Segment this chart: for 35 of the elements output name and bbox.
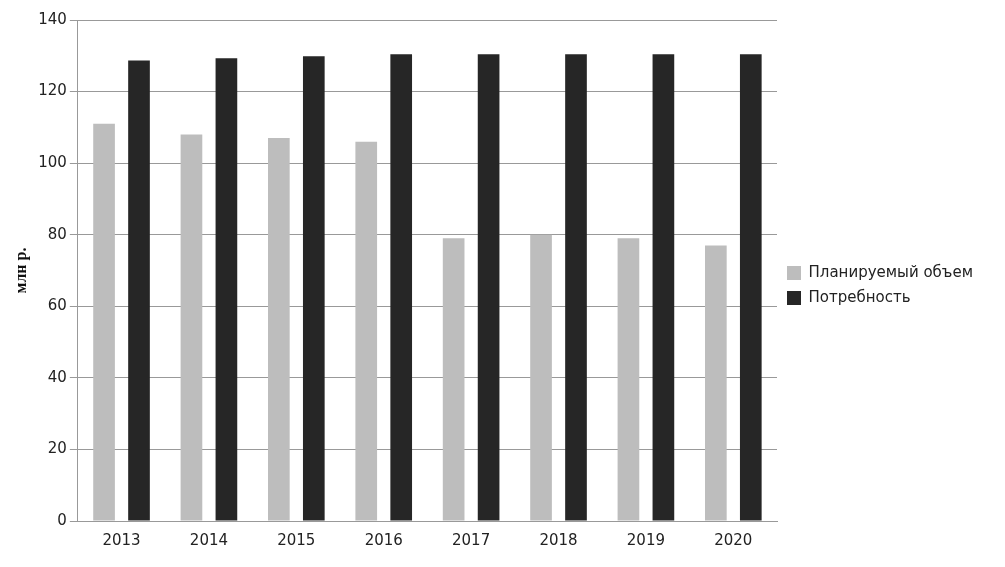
y-tick-label: 0 (57, 510, 67, 529)
x-tick-label: 2013 (102, 530, 141, 549)
bar (268, 138, 290, 521)
bar (652, 54, 675, 521)
bar (705, 245, 727, 521)
legend-label: Планируемый объем (808, 262, 974, 281)
y-tick-label: 20 (47, 439, 67, 458)
bar (477, 54, 500, 521)
bar (302, 56, 325, 521)
bar (442, 238, 465, 521)
bar (739, 54, 762, 521)
bar (565, 54, 587, 521)
y-tick-label: 40 (47, 367, 67, 386)
x-tick-label: 2016 (364, 530, 403, 549)
x-tick-label: 2017 (452, 530, 491, 549)
bar (180, 134, 203, 521)
legend-label: Потребность (808, 287, 911, 306)
bar (530, 234, 552, 521)
bar (215, 58, 238, 521)
bar (390, 54, 413, 521)
bar (128, 60, 150, 521)
bar (355, 141, 378, 521)
y-tick-label: 140 (38, 9, 67, 28)
x-tick-label: 2015 (277, 530, 316, 549)
x-tick-label: 2019 (626, 530, 666, 549)
x-tick-label: 2018 (539, 530, 578, 549)
y-tick-label: 120 (38, 81, 67, 100)
y-axis-title: млн р. (11, 247, 30, 294)
y-tick-label: 100 (38, 153, 67, 172)
bar (93, 123, 115, 521)
bar (617, 238, 640, 521)
y-tick-label: 60 (47, 296, 67, 315)
y-tick-label: 80 (47, 224, 67, 243)
x-tick-label: 2014 (189, 530, 229, 549)
x-tick-label: 2020 (714, 530, 753, 549)
